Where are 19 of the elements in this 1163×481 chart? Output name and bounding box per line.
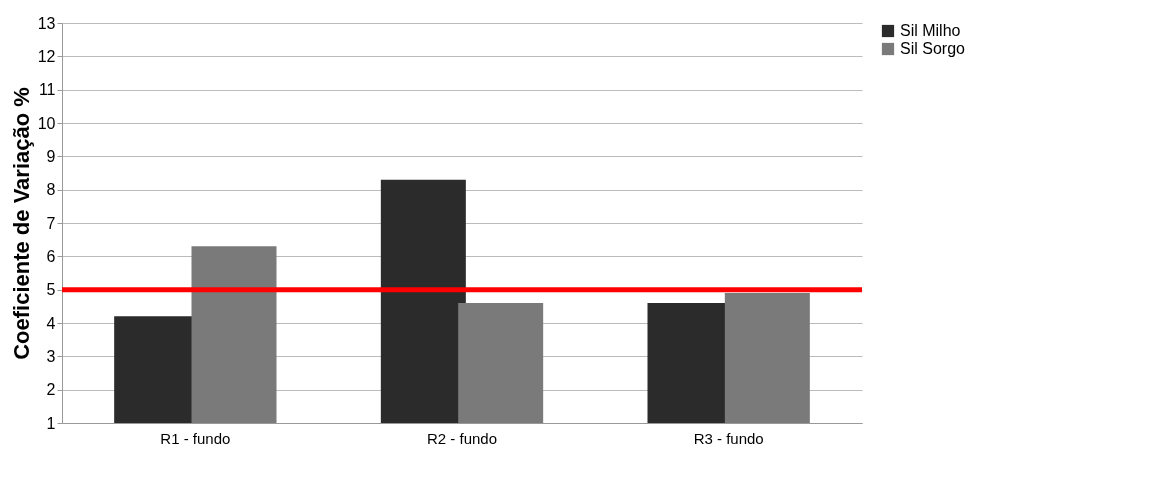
y-tick-label: 10 xyxy=(37,114,56,132)
y-tick-label: 13 xyxy=(37,14,56,32)
x-tick-label: R3 - fundo xyxy=(693,429,764,447)
y-tick-label: 5 xyxy=(46,281,56,299)
x-tick-label: R2 - fundo xyxy=(426,429,498,447)
x-tick-label: R1 - fundo xyxy=(160,429,231,447)
y-tick-label: 9 xyxy=(46,147,56,165)
y-tick-label: 11 xyxy=(38,81,56,99)
legend-label: Sil Sorgo xyxy=(900,40,966,57)
y-tick-label: 4 xyxy=(46,314,56,332)
y-tick-label: 12 xyxy=(37,47,56,65)
y-tick-label: 1 xyxy=(46,414,56,432)
y-tick-label: 8 xyxy=(46,181,56,199)
y-tick-label: 2 xyxy=(46,381,56,399)
y-axis-title: Coeficiente de Variação % xyxy=(8,87,34,360)
y-tick-label: 7 xyxy=(46,214,56,232)
y-tick-label: 3 xyxy=(46,347,56,365)
y-tick-label: 6 xyxy=(46,247,56,265)
legend-label: Sil Milho xyxy=(900,22,961,39)
